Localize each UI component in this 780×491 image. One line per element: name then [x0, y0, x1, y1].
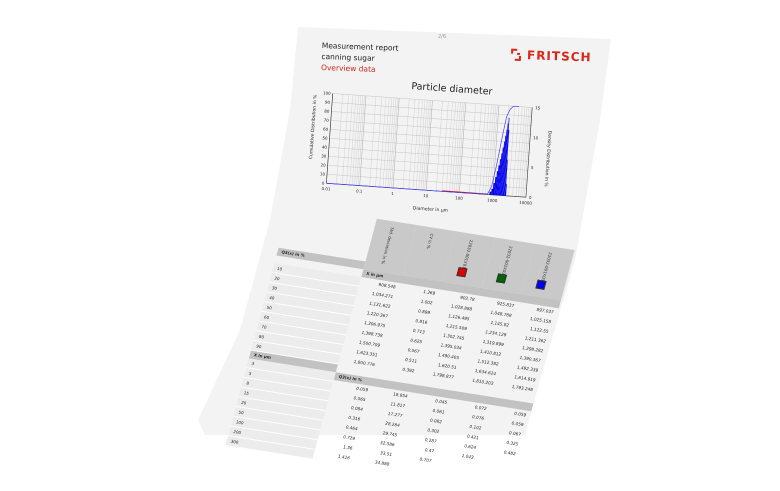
x-tick-label: 0.1	[356, 188, 363, 193]
density-bar	[502, 123, 509, 196]
density-bar	[491, 188, 494, 195]
y-tick-label: 50	[322, 135, 328, 140]
series-color-swatch	[495, 273, 508, 284]
grid-line-y	[330, 129, 530, 144]
density-bar	[501, 129, 508, 196]
y-tick-label: 30	[321, 153, 327, 158]
y2-axis-label: Density Distribution in %	[543, 131, 553, 188]
density-bar	[492, 182, 495, 195]
y-tick-label: 20	[320, 162, 326, 167]
y2-axis	[525, 107, 533, 198]
density-bar	[503, 117, 510, 196]
logo-text: FRITSCH	[526, 48, 592, 65]
grid-line-y	[328, 147, 529, 162]
y-axis	[326, 93, 333, 184]
column-header-label: Std. deviation in %	[380, 226, 396, 265]
cumulative-curve	[326, 105, 519, 195]
density-bar	[504, 159, 508, 196]
density-bar	[497, 159, 502, 196]
grid-line-y	[332, 93, 533, 108]
fritsch-logo-icon	[511, 48, 521, 61]
y2-tick-label: 5	[531, 165, 534, 170]
report-header: Measurement report canning sugar Overvie…	[321, 40, 399, 76]
page-number: 2/6	[438, 34, 447, 40]
grid-line-y	[331, 111, 531, 126]
y2-tick-label: 10	[533, 135, 539, 140]
density-bar	[501, 135, 507, 196]
fritsch-logo: FRITSCH	[510, 48, 592, 65]
grid-line-y	[329, 138, 530, 153]
y-tick-label: 70	[324, 117, 330, 122]
column-header-label: 22032-001X02	[500, 245, 514, 276]
x-tick-label: 10	[423, 193, 429, 198]
x-tick-label: 0.01	[321, 186, 331, 192]
density-bar	[499, 147, 504, 196]
y-axis-label: Cumulative Distribution in %	[308, 94, 319, 160]
density-bar	[504, 129, 510, 196]
y-tick-label: 80	[324, 108, 330, 113]
density-bar	[500, 141, 505, 196]
y-tick-label: 90	[325, 99, 331, 104]
series-color-swatch	[535, 279, 547, 290]
x-tick-label: 1	[391, 191, 394, 196]
grid-line-y	[328, 156, 528, 171]
series-color-swatch	[456, 267, 468, 278]
y-tick-label: 0	[322, 180, 325, 185]
density-bar	[496, 165, 500, 196]
y-tick-label: 60	[323, 126, 329, 131]
density-bar	[489, 191, 492, 195]
x-tick-label: 1000	[487, 198, 498, 204]
y2-tick-label: 15	[535, 105, 541, 110]
column-header-label: 22032-001X01	[461, 239, 475, 270]
column-header-label: CV in %	[425, 233, 435, 250]
grid-line-y	[332, 102, 532, 117]
y-tick-label: 40	[322, 144, 328, 149]
density-bar	[495, 171, 499, 196]
x-tick-label: 100	[455, 195, 463, 201]
grid-line-y	[330, 120, 531, 135]
density-bar	[498, 153, 503, 196]
density-bar	[494, 177, 497, 196]
y-tick-label: 10	[320, 171, 326, 176]
chart-plot: Cumulative Distribution in % Density Dis…	[308, 90, 553, 213]
x-axis-label: Diameter in µm	[413, 205, 449, 213]
x-tick-label: 10000	[519, 200, 532, 206]
column-header-label: 22032-001X03	[540, 251, 554, 282]
y2-tick-label: 0	[529, 195, 532, 200]
y-tick-label: 100	[323, 90, 331, 96]
density-bar	[505, 183, 507, 196]
